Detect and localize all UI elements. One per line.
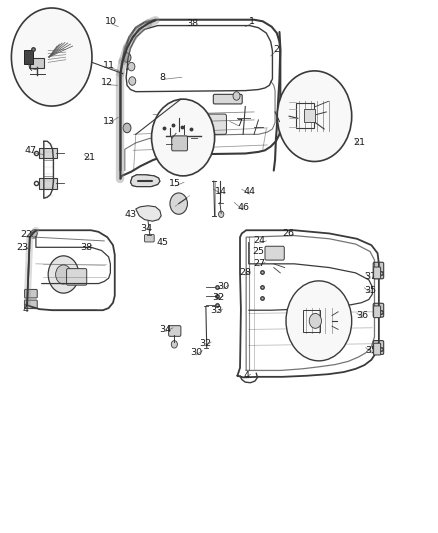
Circle shape [56, 265, 71, 284]
Text: 27: 27 [253, 260, 265, 268]
FancyBboxPatch shape [30, 58, 44, 68]
Text: 35: 35 [365, 346, 378, 355]
Text: 36: 36 [357, 311, 369, 320]
Text: 34: 34 [159, 325, 172, 334]
FancyBboxPatch shape [169, 326, 181, 336]
Circle shape [170, 193, 187, 214]
Text: 47: 47 [25, 146, 37, 155]
Circle shape [286, 281, 352, 361]
Text: 14: 14 [215, 188, 227, 196]
Circle shape [309, 313, 321, 328]
Text: 1: 1 [249, 17, 255, 26]
FancyBboxPatch shape [172, 136, 187, 151]
Text: 32: 32 [199, 340, 211, 348]
Text: 3: 3 [25, 20, 32, 28]
Text: 43: 43 [124, 210, 137, 219]
Text: 6: 6 [278, 113, 284, 122]
Circle shape [31, 230, 37, 237]
Text: 8: 8 [159, 73, 165, 82]
Text: 46: 46 [237, 204, 249, 212]
FancyBboxPatch shape [374, 306, 381, 318]
Text: 4: 4 [18, 31, 24, 40]
FancyBboxPatch shape [374, 343, 381, 355]
FancyBboxPatch shape [39, 148, 57, 158]
Text: 11: 11 [102, 61, 115, 69]
Text: 30: 30 [217, 282, 230, 291]
Circle shape [219, 211, 224, 217]
FancyBboxPatch shape [145, 235, 154, 242]
FancyBboxPatch shape [25, 300, 37, 309]
Text: 30: 30 [190, 349, 202, 357]
FancyBboxPatch shape [25, 289, 37, 298]
FancyBboxPatch shape [24, 50, 33, 64]
Text: 10: 10 [105, 17, 117, 26]
Text: 26: 26 [282, 229, 294, 238]
Text: 33: 33 [211, 306, 223, 314]
Circle shape [128, 62, 135, 71]
Circle shape [277, 71, 352, 161]
Text: 2: 2 [273, 45, 279, 53]
FancyBboxPatch shape [39, 178, 57, 189]
Circle shape [123, 123, 131, 133]
Text: 25: 25 [252, 247, 265, 256]
Text: 18: 18 [331, 123, 343, 131]
Text: 38: 38 [187, 20, 199, 28]
FancyBboxPatch shape [265, 246, 284, 260]
FancyBboxPatch shape [193, 114, 226, 134]
Text: 24: 24 [254, 237, 266, 245]
Text: 21: 21 [84, 153, 96, 161]
Text: 37: 37 [364, 272, 376, 280]
Text: 35: 35 [364, 286, 376, 295]
Polygon shape [136, 206, 161, 221]
Text: 45: 45 [157, 238, 169, 247]
Text: 22: 22 [20, 230, 32, 239]
Circle shape [123, 53, 131, 62]
Text: 34: 34 [141, 224, 153, 232]
FancyBboxPatch shape [374, 267, 381, 279]
Circle shape [233, 92, 240, 100]
Text: 38: 38 [81, 243, 93, 252]
Text: 4: 4 [243, 372, 249, 380]
Text: 21: 21 [353, 139, 365, 147]
Text: 15: 15 [169, 180, 181, 188]
FancyBboxPatch shape [67, 269, 87, 285]
Circle shape [48, 256, 79, 293]
Polygon shape [131, 175, 160, 187]
Circle shape [11, 8, 92, 106]
Circle shape [129, 77, 136, 85]
Text: 13: 13 [102, 117, 115, 126]
Text: 44: 44 [244, 188, 256, 196]
Text: 32: 32 [212, 293, 224, 302]
Circle shape [152, 99, 215, 176]
Text: 42: 42 [130, 177, 142, 185]
Text: 12: 12 [101, 78, 113, 87]
FancyBboxPatch shape [373, 303, 384, 317]
Circle shape [171, 341, 177, 348]
FancyBboxPatch shape [373, 262, 384, 279]
FancyBboxPatch shape [304, 109, 315, 122]
FancyBboxPatch shape [373, 341, 384, 354]
Text: 28: 28 [239, 269, 251, 277]
Text: 4: 4 [22, 305, 28, 313]
Text: 5: 5 [24, 85, 30, 94]
FancyBboxPatch shape [213, 94, 242, 104]
Text: 23: 23 [16, 244, 28, 252]
Text: 7: 7 [236, 119, 242, 128]
